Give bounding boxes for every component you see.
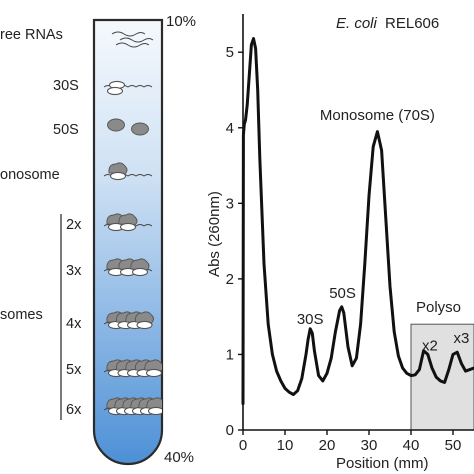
polysome-shaded-region: [410, 323, 474, 431]
x-axis-label: Position (mm): [336, 455, 429, 472]
ribosome-30s-subunits: [106, 80, 126, 96]
chart-title-species: E. coli: [336, 15, 378, 32]
chart-title: E. coli REL606: [336, 15, 439, 32]
y-tick-label: 2: [226, 271, 234, 288]
band-label-monosome: onosome: [0, 167, 60, 183]
x-tick-label: 30: [361, 437, 378, 454]
y-tick-label: 4: [226, 120, 234, 137]
polysome-6x-ribosome: [146, 397, 162, 416]
polysome-4x-ribosome: [134, 311, 154, 330]
polysome-2x-ribosome: [118, 213, 138, 232]
band-label-5x: 5x: [66, 362, 82, 378]
annotation-monosome-70s: Monosome (70S): [320, 107, 435, 124]
band-label-50s: 50S: [53, 122, 79, 138]
chart-title-strain: REL606: [385, 15, 439, 32]
annotation-x3: x3: [453, 330, 469, 347]
band-label-6x: 6x: [66, 402, 82, 418]
annotation-x2: x2: [422, 338, 438, 355]
band-label-30s: 30S: [53, 78, 79, 94]
y-tick-label: 0: [226, 422, 234, 439]
polysomes-group-label: somes: [0, 307, 43, 323]
band-label-free-rnas: ree RNAs: [0, 27, 63, 43]
tube-top-percent: 10%: [166, 13, 196, 30]
absorbance-chart: 0 10 20 30 40 50 0 1 2 3 4 5 Monosome (70S) 50S 30S x2…: [206, 14, 474, 472]
absorbance-trace: [241, 37, 474, 406]
y-tick-label: 5: [226, 44, 234, 61]
x-tick-label: 0: [239, 437, 247, 454]
x-tick-label: 10: [277, 437, 294, 454]
ribosome-50s-subunits: [107, 118, 149, 136]
tube-bottom-percent: 40%: [164, 449, 194, 466]
y-tick-label: 3: [226, 195, 234, 212]
annotation-50s: 50S: [329, 285, 356, 302]
shaded-region-label: Polyso: [416, 299, 461, 316]
x-tick-label: 20: [319, 437, 336, 454]
monosome-ribosome: [108, 162, 128, 181]
band-label-3x: 3x: [66, 263, 82, 279]
x-tick-label: 50: [445, 437, 462, 454]
band-label-2x: 2x: [66, 217, 82, 233]
y-tick-label: 1: [226, 346, 234, 363]
annotation-30s: 30S: [297, 311, 324, 328]
free-rna-strands: [111, 31, 154, 48]
x-tick-label: 40: [403, 437, 420, 454]
polysome-5x-ribosome: [144, 359, 162, 378]
polysome-3x-ribosome: [130, 258, 150, 277]
y-axis-label: Abs (260nm): [206, 191, 223, 277]
band-label-4x: 4x: [66, 316, 82, 332]
gradient-tube-panel: 10% 40% ree RNAs 30S 50S onosome 2x 3x 4…: [0, 13, 196, 466]
